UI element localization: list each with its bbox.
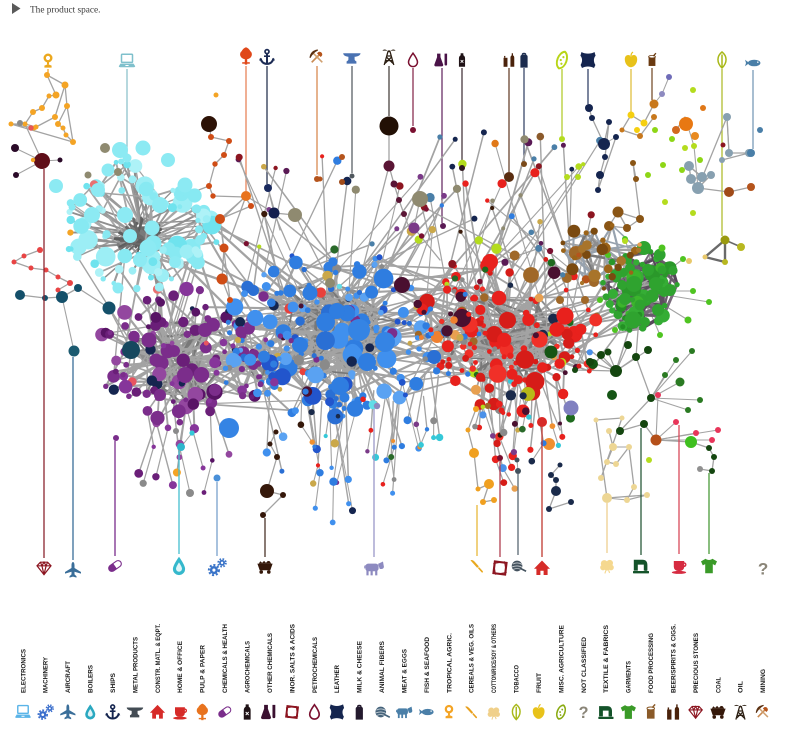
svg-text:FOOD PROCESSING: FOOD PROCESSING [648,633,655,693]
svg-text:PRECIOUS STONES: PRECIOUS STONES [693,632,700,693]
svg-text:LEATHER: LEATHER [334,665,341,693]
svg-text:COTTON/RICE/SOY & OTHERS: COTTON/RICE/SOY & OTHERS [491,624,498,693]
svg-text:TROPICAL AGRIC.: TROPICAL AGRIC. [446,633,453,693]
svg-text:The product space.: The product space. [30,6,100,16]
svg-text:BOILERS: BOILERS [88,664,95,693]
svg-text:BEER/SPIRITS & CIGS.: BEER/SPIRITS & CIGS. [670,624,677,693]
svg-text:MEAT & EGGS: MEAT & EGGS [401,648,408,693]
svg-text:CEREALS & VEG. OILS: CEREALS & VEG. OILS [469,623,476,693]
svg-text:CHEMICALS & HEALTH: CHEMICALS & HEALTH [222,624,229,693]
svg-text:OIL: OIL [738,681,745,693]
svg-text:PULP & PAPER: PULP & PAPER [200,645,207,693]
svg-text:FRUIT: FRUIT [536,673,543,693]
svg-text:CONSTR. MATL. & EQPT.: CONSTR. MATL. & EQPT. [155,624,162,693]
svg-text:MACHINERY: MACHINERY [43,656,50,693]
svg-text:OTHER CHEMICALS: OTHER CHEMICALS [267,632,274,693]
svg-text:MINING: MINING [760,669,767,693]
svg-text:ELECTRONICS: ELECTRONICS [20,648,27,693]
svg-text:ANIMAL FIBERS: ANIMAL FIBERS [379,640,386,693]
svg-text:HOME & OFFICE: HOME & OFFICE [177,640,184,693]
svg-text:TEXTILE & FABRICS: TEXTILE & FABRICS [603,624,610,693]
svg-text:MISC. AGRICULTURE: MISC. AGRICULTURE [558,624,565,693]
svg-text:TOBACCO: TOBACCO [514,665,521,693]
svg-text:NOT CLASSIFIED: NOT CLASSIFIED [581,637,588,693]
svg-text:INOR. SALTS & ACIDS: INOR. SALTS & ACIDS [289,623,296,693]
svg-text:MILK & CHEESE: MILK & CHEESE [357,640,364,693]
svg-text:METAL PRODUCTS: METAL PRODUCTS [132,636,139,693]
svg-text:PETROCHEMICALS: PETROCHEMICALS [312,636,319,693]
svg-text:AGROCHEMICALS: AGROCHEMICALS [245,640,252,693]
svg-text:AIRCRAFT: AIRCRAFT [65,661,72,693]
svg-text:FISH & SEAFOOD: FISH & SEAFOOD [424,637,431,693]
svg-text:COAL: COAL [715,677,722,693]
svg-text:SHIPS: SHIPS [110,672,117,693]
svg-text:GARMENTS: GARMENTS [626,660,633,693]
